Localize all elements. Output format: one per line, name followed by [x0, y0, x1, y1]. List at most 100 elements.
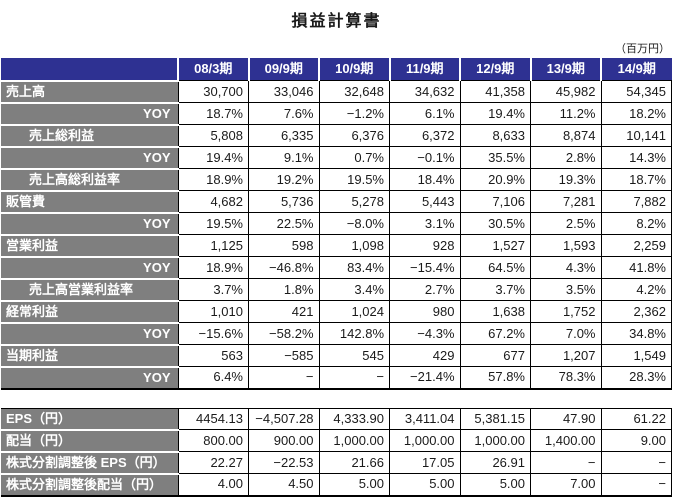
- value-cell: 28.3%: [600, 366, 672, 390]
- table-row: YOY 18.9% −46.8% 83.4% −15.4% 64.5% 4.3% 41.8%: [1, 256, 672, 280]
- value-cell: −585: [248, 344, 320, 367]
- value-cell: 45,982: [530, 80, 602, 103]
- value-cell: 421: [248, 300, 320, 323]
- value-cell: 1,000.00: [389, 429, 461, 452]
- value-cell: −15.4%: [389, 256, 461, 279]
- period-header: 13/9期: [529, 58, 601, 81]
- value-cell: −: [318, 366, 390, 390]
- period-header: 10/9期: [318, 58, 390, 81]
- value-cell: 1,024: [318, 300, 390, 323]
- yoy-row-label: YOY: [1, 146, 179, 170]
- value-cell: −: [248, 366, 320, 390]
- value-cell: 1,549: [600, 344, 672, 367]
- value-cell: 1.8%: [248, 278, 320, 301]
- value-cell: 19.3%: [530, 168, 602, 191]
- value-cell: 2.8%: [530, 146, 602, 169]
- value-cell: 3.1%: [389, 212, 461, 235]
- yoy-row-label: YOY: [1, 102, 179, 126]
- value-cell: 8,633: [459, 124, 531, 147]
- value-cell: 5,278: [318, 190, 390, 213]
- row-label: 当期利益: [1, 344, 179, 368]
- period-header: 12/9期: [459, 58, 531, 81]
- yoy-row-label: YOY: [1, 366, 179, 390]
- value-cell: 9.00: [600, 429, 672, 452]
- value-cell: 6,376: [318, 124, 390, 147]
- value-cell: 142.8%: [318, 322, 390, 345]
- table-row: 当期利益 563 −585 545 429 677 1,207 1,549: [1, 344, 672, 368]
- value-cell: −1.2%: [318, 102, 390, 125]
- value-cell: −0.1%: [389, 146, 461, 169]
- page-title: 損益計算書: [291, 13, 382, 30]
- value-cell: 3,411.04: [389, 407, 461, 430]
- value-cell: 1,125: [177, 234, 249, 257]
- value-cell: −46.8%: [248, 256, 320, 279]
- value-cell: 64.5%: [459, 256, 531, 279]
- value-cell: 22.27: [177, 451, 249, 474]
- value-cell: 22.5%: [248, 212, 320, 235]
- table-row: 売上高 30,700 33,046 32,648 34,632 41,358 45,982 5…: [1, 80, 672, 104]
- table-row: 販管費 4,682 5,736 5,278 5,443 7,106 7,281 7,882: [1, 190, 672, 214]
- table-row: YOY 18.7% 7.6% −1.2% 6.1% 19.4% 11.2% 18.2%: [1, 102, 672, 126]
- value-cell: 34,632: [389, 80, 461, 103]
- value-cell: 4.50: [248, 473, 320, 497]
- value-cell: 4,682: [177, 190, 249, 213]
- value-cell: 11.2%: [530, 102, 602, 125]
- value-cell: 19.4%: [459, 102, 531, 125]
- value-cell: 10,141: [600, 124, 672, 147]
- value-cell: 6.1%: [389, 102, 461, 125]
- value-cell: 18.4%: [389, 168, 461, 191]
- value-cell: 35.5%: [459, 146, 531, 169]
- row-label: 経常利益: [1, 300, 179, 324]
- value-cell: 598: [248, 234, 320, 257]
- header-label-cell: [1, 58, 178, 82]
- value-cell: 83.4%: [318, 256, 390, 279]
- value-cell: 4.00: [177, 473, 249, 497]
- value-cell: 9.1%: [248, 146, 320, 169]
- table-row: 売上高総利益率 18.9% 19.2% 19.5% 18.4% 20.9% 19.3% 18.…: [1, 168, 672, 192]
- value-cell: −58.2%: [248, 322, 320, 345]
- value-cell: 4454.13: [177, 407, 249, 430]
- value-cell: 1,400.00: [530, 429, 602, 452]
- row-label: 売上総利益: [1, 124, 179, 148]
- value-cell: 78.3%: [530, 366, 602, 390]
- unit-note: （百万円）: [615, 43, 670, 55]
- value-cell: 429: [389, 344, 461, 367]
- value-cell: 5.00: [318, 473, 390, 497]
- income-statement-table: 08/3期 09/9期 10/9期 11/9期 12/9期 13/9期 14/9期 売上高 3…: [1, 58, 672, 390]
- value-cell: 32,648: [318, 80, 390, 103]
- row-label: 配当（円）: [1, 429, 179, 453]
- value-cell: 7,882: [600, 190, 672, 213]
- value-cell: 18.9%: [177, 256, 249, 279]
- value-cell: −4.3%: [389, 322, 461, 345]
- value-cell: 2.7%: [389, 278, 461, 301]
- value-cell: 41.8%: [600, 256, 672, 279]
- value-cell: 1,000.00: [318, 429, 390, 452]
- value-cell: 61.22: [600, 407, 672, 430]
- table-row: YOY −15.6% −58.2% 142.8% −4.3% 67.2% 7.0% 34.8%: [1, 322, 672, 346]
- income-statement-page: { "page": { "title": "損益計算書", "unit_note…: [0, 13, 673, 497]
- value-cell: 7,281: [530, 190, 602, 213]
- period-header: 14/9期: [600, 58, 672, 81]
- value-cell: 19.5%: [177, 212, 249, 235]
- value-cell: 6.4%: [177, 366, 249, 390]
- value-cell: 980: [389, 300, 461, 323]
- value-cell: 1,593: [530, 234, 602, 257]
- value-cell: 21.66: [318, 451, 390, 474]
- value-cell: 5.00: [389, 473, 461, 497]
- table-row: 売上総利益 5,808 6,335 6,376 6,372 8,633 8,874 10,14…: [1, 124, 672, 148]
- per-share-table: EPS（円） 4454.13 −4,507.28 4,333.90 3,411.04 5,…: [1, 407, 672, 497]
- period-header: 09/9期: [247, 58, 319, 81]
- value-cell: 19.2%: [248, 168, 320, 191]
- value-cell: −21.4%: [389, 366, 461, 390]
- value-cell: 17.05: [389, 451, 461, 474]
- value-cell: 677: [459, 344, 531, 367]
- value-cell: 5.00: [459, 473, 531, 497]
- value-cell: 545: [318, 344, 390, 367]
- value-cell: 0.7%: [318, 146, 390, 169]
- value-cell: 3.7%: [177, 278, 249, 301]
- section-gap: [0, 390, 673, 408]
- yoy-row-label: YOY: [1, 322, 179, 346]
- value-cell: 6,372: [389, 124, 461, 147]
- value-cell: −: [600, 473, 672, 497]
- table-row: 配当（円） 800.00 900.00 1,000.00 1,000.00 1,000.0…: [1, 429, 672, 453]
